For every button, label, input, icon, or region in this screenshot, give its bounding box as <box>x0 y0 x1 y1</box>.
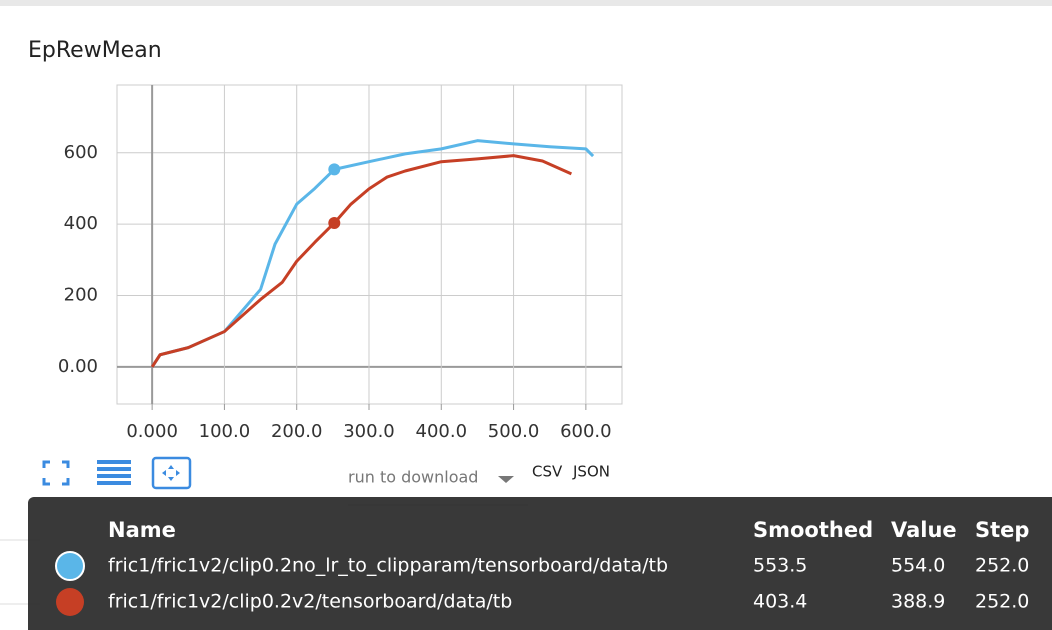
x-tick-label: 300.0 <box>343 421 395 442</box>
fit-domain-button[interactable] <box>151 456 192 490</box>
tooltip-header: Smoothed <box>753 518 873 542</box>
x-tick-label: 0.000 <box>126 421 178 442</box>
tooltip-cell: 554.0 <box>891 555 945 577</box>
y-tick-label: 0.00 <box>58 356 98 377</box>
top-shadow <box>0 0 1052 6</box>
tooltip-cell: 388.9 <box>891 591 945 613</box>
series-swatch <box>56 588 84 616</box>
tooltip-table: Name Smoothed Value Step fric1/fric1v2/clip0… <box>55 518 1029 616</box>
tooltip-cell: 252.0 <box>975 591 1029 613</box>
csv-link[interactable]: CSV <box>532 463 563 481</box>
x-tick-label: 200.0 <box>271 421 323 442</box>
card-title: EpRewMean <box>28 38 162 63</box>
y-tick-label: 200 <box>64 285 98 306</box>
y-tick-label: 600 <box>64 142 98 163</box>
json-link[interactable]: JSON <box>572 463 610 481</box>
tooltip-cell: 403.4 <box>753 591 807 613</box>
fullscreen-button[interactable] <box>42 460 70 486</box>
tooltip: Name Smoothed Value Step fric1/fric1v2/clip0… <box>28 497 1052 630</box>
hover-point <box>328 216 341 229</box>
hover-point <box>328 163 341 176</box>
tooltip-cell: fric1/fric1v2/clip0.2v2/tensorboard/data… <box>108 591 512 613</box>
series-swatch <box>55 551 85 581</box>
x-tick-label: 400.0 <box>416 421 468 442</box>
tooltip-header: Value <box>891 518 957 542</box>
toolbar: run to download CSV JSON <box>42 456 610 506</box>
tooltip-cell: 553.5 <box>753 555 807 577</box>
tooltip-cell: fric1/fric1v2/clip0.2no_lr_to_clipparam/… <box>108 555 668 577</box>
download-select[interactable]: run to download <box>348 468 478 487</box>
tooltip-box <box>28 497 1052 630</box>
x-tick-label: 500.0 <box>488 421 540 442</box>
tooltip-header: Name <box>108 518 176 542</box>
x-tick-label: 100.0 <box>199 421 251 442</box>
toggle-log-button[interactable] <box>97 460 131 485</box>
plot: 0.00 200 400 600 0.000 100.0 200.0 300.0 400.0 50… <box>58 84 623 442</box>
dropdown-arrow[interactable] <box>498 476 514 483</box>
plot-frame <box>116 84 623 405</box>
tooltip-cell: 252.0 <box>975 555 1029 577</box>
y-tick-label: 400 <box>64 213 98 234</box>
tooltip-header: Step <box>975 518 1029 542</box>
series-line <box>150 154 573 368</box>
x-tick-label: 600.0 <box>560 421 612 442</box>
